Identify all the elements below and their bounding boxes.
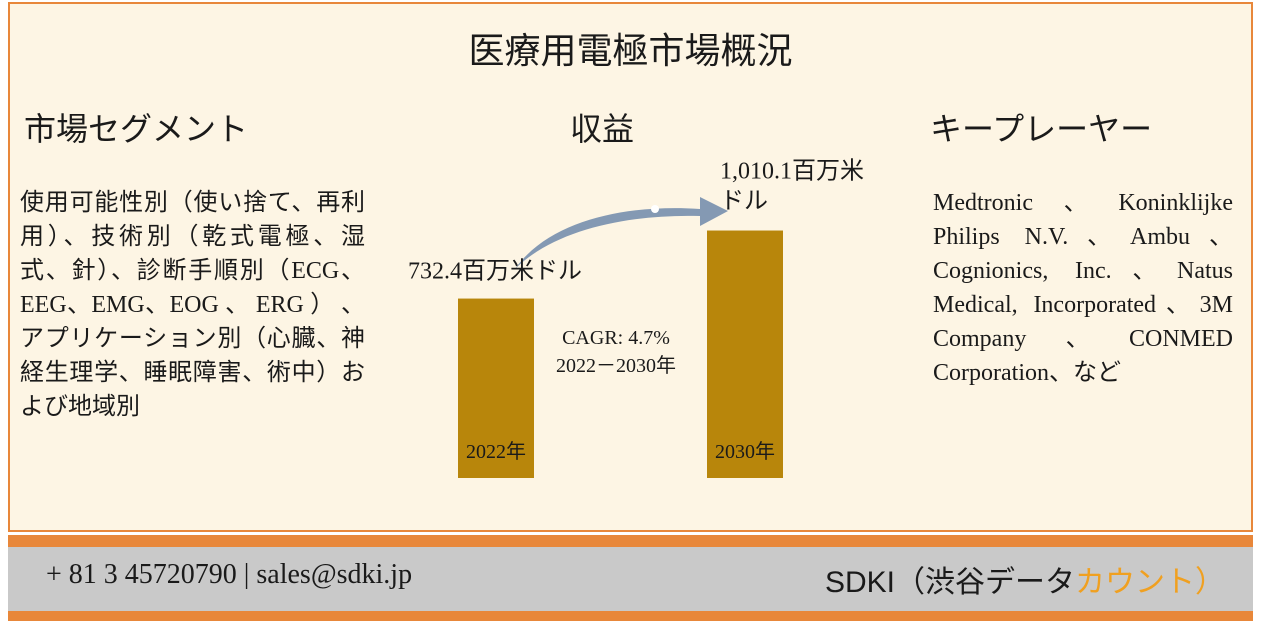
players-title: キープレーヤー bbox=[930, 111, 1153, 147]
footer: + 81 3 45720790 | sales@sdki.jp SDKI（渋谷デ… bbox=[8, 547, 1253, 611]
cagr: CAGR: 4.7% bbox=[562, 327, 670, 349]
footer-rule bbox=[8, 535, 1253, 547]
segments-title: 市場セグメント bbox=[24, 111, 249, 147]
contact: + 81 3 45720790 | sales@sdki.jp bbox=[46, 559, 413, 590]
cagr: 2022－2030年 bbox=[556, 354, 676, 377]
revenue-chart: 2022年 732.4百万米ドル 2030年 1,010.1百万米ドル CAGR: 4.… bbox=[408, 158, 864, 478]
arrow-dot bbox=[651, 205, 659, 213]
value-label: 732.4百万米ドル bbox=[408, 258, 582, 285]
title: 医療用電極市場概況 bbox=[468, 31, 793, 71]
brand-accent: カウント） bbox=[1075, 566, 1225, 599]
growth-arrow bbox=[515, 197, 728, 269]
footer-rule bbox=[8, 611, 1253, 621]
segments-text: 使用可能性別（使い捨て、再利用）、技術別（乾式電極、湿式、針）、診断手順別（EC… bbox=[20, 190, 365, 420]
brand: SDKI（渋谷データカウント） bbox=[825, 557, 1225, 601]
revenue-title: 収益 bbox=[570, 111, 635, 147]
value-label: 1,010.1百万米ドル bbox=[720, 158, 864, 215]
bar-label: 2022年 bbox=[466, 440, 526, 463]
bar bbox=[707, 230, 783, 478]
bar bbox=[458, 298, 534, 478]
bar-label: 2030年 bbox=[715, 440, 775, 463]
brand-name: SDKI（渋谷データ bbox=[824, 566, 1075, 599]
card: 医療用電極市場概況 市場セグメント 使用可能性別（使い捨て、再利用）、技術別（乾… bbox=[8, 2, 1253, 532]
players-text: Medtronic、Koninklijke Philips N.V.、Ambu、… bbox=[933, 190, 1233, 386]
